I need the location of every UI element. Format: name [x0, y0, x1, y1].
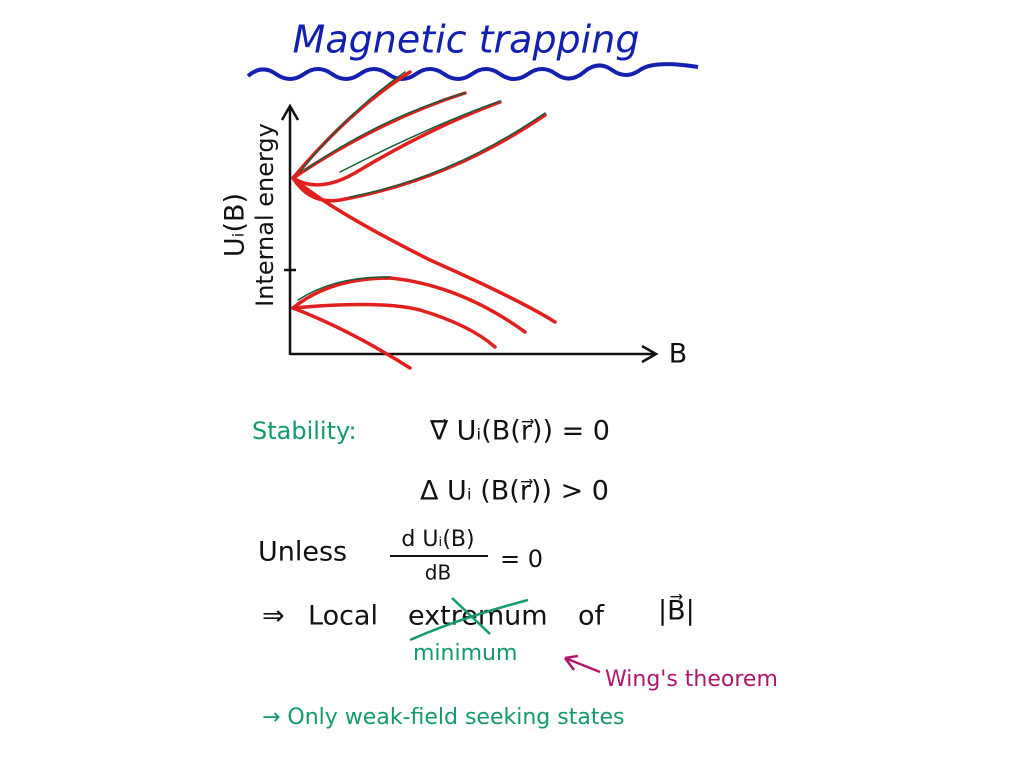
title: Magnetic trapping — [293, 18, 640, 62]
energy-level — [291, 176, 557, 324]
energy-level — [291, 70, 412, 180]
correction: minimum — [413, 641, 517, 666]
energy-level — [291, 91, 467, 180]
x-label: B — [669, 339, 688, 370]
cross-out — [409, 597, 529, 642]
energy-diagram: Uᵢ(B) Internal energy B — [220, 70, 688, 370]
theorem-arrow — [564, 654, 601, 674]
crossed-word: extremum — [408, 601, 548, 632]
y-label-symbol: Uᵢ(B) — [220, 193, 251, 257]
conclusion: → Only weak-field seeking states — [262, 705, 624, 730]
axes — [280, 103, 659, 364]
energy-level — [291, 302, 497, 349]
field-magnitude: |B⃗| — [658, 594, 695, 627]
energy-level — [291, 306, 412, 370]
fraction-denominator: dB — [425, 561, 451, 585]
title-underline — [246, 62, 699, 81]
unless-word: Unless — [258, 537, 347, 568]
stability-label: Stability: — [252, 417, 357, 445]
fraction-numerator: d Uᵢ(B) — [401, 527, 474, 552]
implication-text: Local — [308, 601, 378, 632]
implication-arrow: ⇒ — [262, 601, 285, 632]
gradient-condition: ∇⃗ Uᵢ(B(r⃗)) = 0 — [429, 416, 610, 447]
energy-level — [291, 113, 547, 203]
laplacian-condition: Δ Uᵢ (B(r⃗)) > 0 — [420, 476, 609, 507]
y-label-text: Internal energy — [251, 123, 279, 307]
curve-shading — [299, 71, 546, 198]
curve-shading — [297, 276, 391, 301]
implication-suffix: of — [578, 601, 606, 632]
theorem: Wing's theorem — [605, 667, 778, 692]
energy-level — [291, 100, 502, 187]
fraction-rhs: = 0 — [500, 545, 543, 573]
energy-level — [291, 276, 527, 334]
